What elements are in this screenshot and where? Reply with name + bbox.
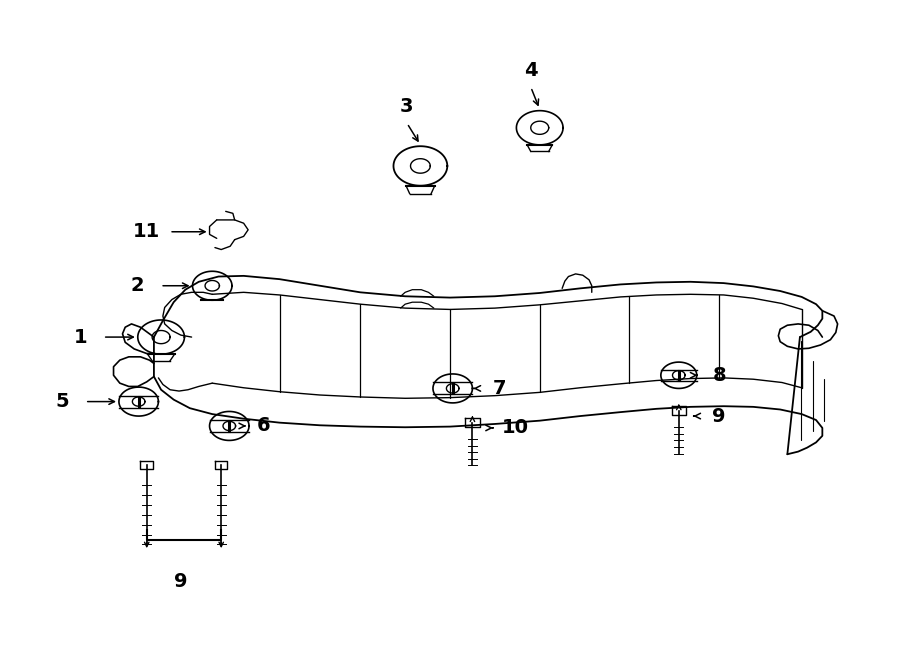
Text: 9: 9 [713,407,726,426]
Text: 8: 8 [713,366,726,385]
Text: 1: 1 [74,328,87,346]
Text: 3: 3 [400,97,414,116]
Text: 9: 9 [174,572,187,592]
Text: 10: 10 [502,418,529,438]
Text: 7: 7 [492,379,506,398]
Text: 6: 6 [256,416,270,436]
Text: 4: 4 [524,61,537,80]
Text: 2: 2 [131,276,145,295]
Text: 11: 11 [133,222,160,241]
Text: 5: 5 [56,392,69,411]
